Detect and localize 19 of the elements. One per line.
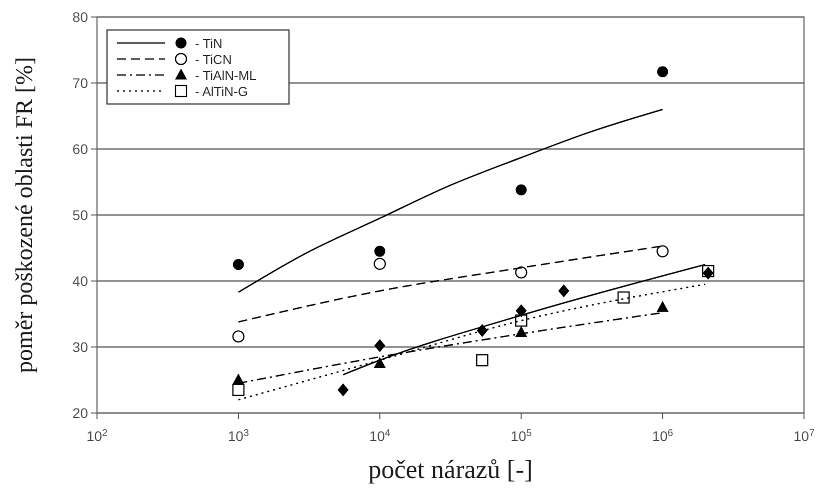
x-tick-label: 10$^{4}$ — [369, 428, 391, 444]
y-tick-label: 30 — [72, 339, 88, 355]
y-tick-label: 40 — [72, 273, 88, 289]
x-tick-label: 10$^{5}$ — [510, 428, 532, 444]
y-axis-title: poměr poškozené oblasti FR [%] — [12, 57, 38, 373]
legend-label: - TiAlN-ML — [195, 68, 256, 83]
legend-label: - TiN — [195, 36, 222, 51]
legend-label: - TiCN — [195, 52, 232, 67]
y-tick-label: 70 — [72, 75, 88, 91]
y-tick-label: 20 — [72, 405, 88, 421]
x-tick-label: 10$^{7}$ — [793, 428, 815, 444]
x-tick-label: 10$^{2}$ — [86, 428, 108, 444]
y-tick-label: 50 — [72, 207, 88, 223]
x-tick-label: 10$^{6}$ — [652, 428, 674, 444]
x-axis-title: počet nárazů [-] — [368, 455, 533, 484]
y-tick-label: 80 — [72, 9, 88, 25]
x-tick-label: 10$^{3}$ — [228, 428, 250, 444]
legend-label: - AlTiN-G — [195, 84, 248, 99]
y-tick-label: 60 — [72, 141, 88, 157]
